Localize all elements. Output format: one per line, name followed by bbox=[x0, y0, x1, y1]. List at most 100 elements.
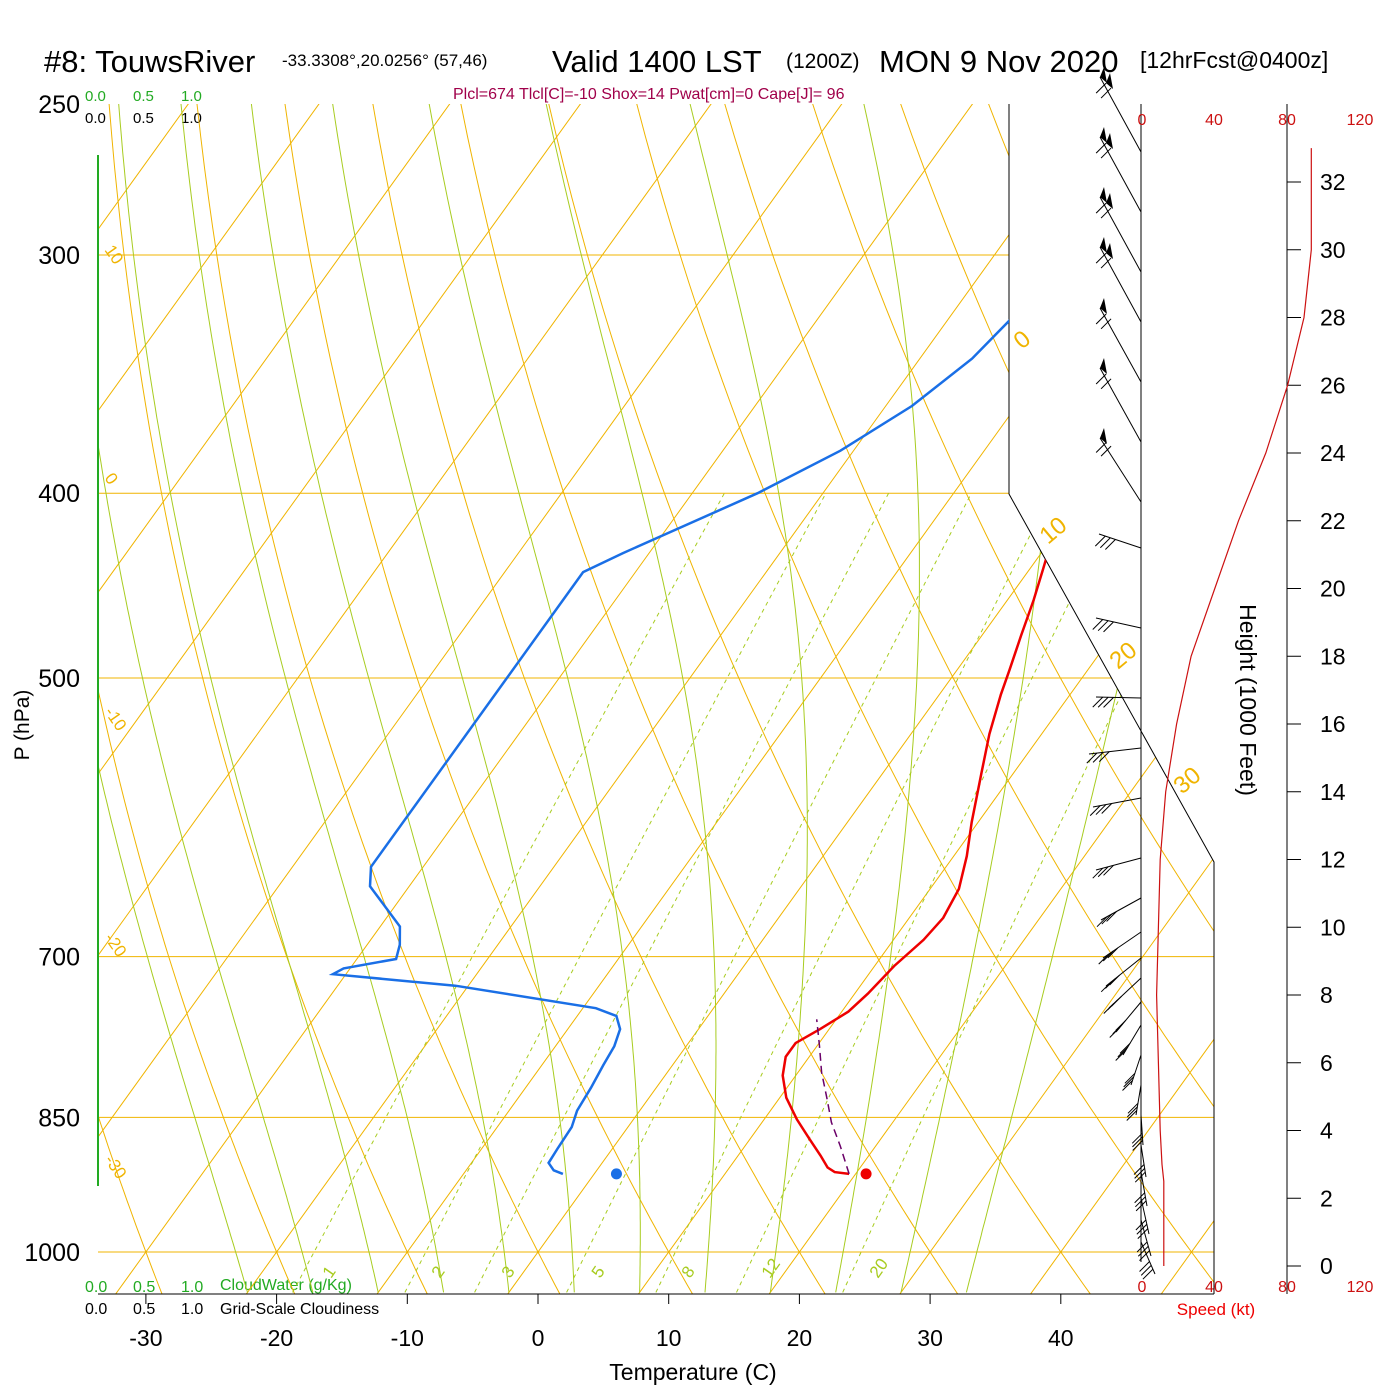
height-label: 0 bbox=[1320, 1253, 1333, 1279]
isotherm-line bbox=[98, 104, 475, 1294]
speed-label-bottom: 120 bbox=[1347, 1279, 1374, 1296]
valid-date: MON 9 Nov 2020 bbox=[879, 44, 1119, 79]
moist-adiabat bbox=[178, 104, 445, 1293]
cloud-water-label: CloudWater (g/Kg) bbox=[220, 1277, 352, 1294]
mixing-ratio-label: 20 bbox=[866, 1255, 892, 1281]
moist-adiabat bbox=[900, 104, 1060, 1293]
wind-barb bbox=[1095, 857, 1142, 871]
wind-feather bbox=[1102, 950, 1114, 962]
wind-barb bbox=[1099, 307, 1142, 383]
wind-feather bbox=[1139, 1261, 1150, 1272]
isotherm-line bbox=[350, 104, 1214, 1294]
wind-feather bbox=[1106, 911, 1117, 922]
dry-adiabat bbox=[1149, 104, 1214, 1294]
dry-adiabat bbox=[627, 104, 1214, 1294]
isotherm-line bbox=[98, 104, 606, 1294]
x-tick-label: -10 bbox=[391, 1325, 424, 1351]
mixing-ratio-label: 8 bbox=[678, 1263, 699, 1282]
isotherm-line bbox=[742, 104, 1214, 1294]
wind-barbs bbox=[1086, 67, 1156, 1280]
wind-feather bbox=[1095, 142, 1107, 154]
pressure-label: 250 bbox=[38, 91, 80, 119]
wind-pennant bbox=[1106, 133, 1113, 149]
moist-adiabat bbox=[685, 104, 808, 1293]
wind-feather bbox=[1089, 805, 1101, 817]
wind-pennant bbox=[1100, 127, 1107, 143]
wind-feather bbox=[1115, 1019, 1127, 1031]
wind-feather bbox=[1117, 1046, 1129, 1058]
wind-barb bbox=[1140, 1144, 1147, 1178]
x-tick-label: -30 bbox=[129, 1325, 162, 1351]
wind-feather bbox=[1103, 621, 1114, 633]
wind-feather bbox=[1097, 696, 1109, 708]
wind-feather bbox=[1115, 1050, 1127, 1061]
dry-adiabat bbox=[801, 104, 1214, 1294]
speed-label-bottom: 0 bbox=[1138, 1279, 1147, 1296]
height-label: 32 bbox=[1320, 169, 1346, 195]
wind-feather bbox=[1105, 539, 1116, 550]
height-label: 18 bbox=[1320, 643, 1346, 669]
height-label: 16 bbox=[1320, 711, 1346, 737]
wind-barb bbox=[1140, 1219, 1152, 1257]
wind-barb bbox=[1095, 696, 1142, 699]
mixing-ratio-line bbox=[292, 492, 725, 1293]
wind-feather bbox=[1095, 313, 1107, 325]
wind-feather bbox=[1097, 620, 1109, 632]
isotherm-line bbox=[872, 104, 1214, 1294]
pressure-label: 300 bbox=[38, 242, 80, 270]
dry-adiabat bbox=[193, 104, 581, 1294]
station-title: #8: TouwsRiver bbox=[44, 44, 255, 79]
sounding-indices: Plcl=674 Tlcl[C]=-10 Shox=14 Pwat[cm]=0 … bbox=[453, 86, 845, 103]
wind-feather bbox=[1086, 752, 1098, 764]
cloud-bottom-green-2: 1.0 bbox=[181, 1279, 203, 1296]
mixing-ratio-line bbox=[474, 492, 890, 1293]
height-label: 14 bbox=[1320, 779, 1346, 805]
wind-feather bbox=[1100, 318, 1112, 330]
dry-adiabat bbox=[540, 104, 1118, 1294]
cloudiness-label: Grid-Scale Cloudiness bbox=[220, 1301, 379, 1318]
height-label: 20 bbox=[1320, 576, 1346, 602]
wind-barb bbox=[1100, 897, 1142, 921]
moist-adiabat bbox=[835, 104, 920, 1293]
x-tick-label: 40 bbox=[1048, 1325, 1074, 1351]
wind-feather bbox=[1134, 1168, 1146, 1179]
speed-label-bottom: 40 bbox=[1205, 1279, 1223, 1296]
wind-feather bbox=[1132, 1136, 1143, 1148]
height-label: 6 bbox=[1320, 1050, 1333, 1076]
wind-feather bbox=[1092, 752, 1104, 763]
height-label: 10 bbox=[1320, 914, 1346, 940]
thermo-grid bbox=[98, 104, 1214, 1294]
wind-barb bbox=[1099, 437, 1142, 503]
wind-feather bbox=[1099, 537, 1111, 549]
height-label: 28 bbox=[1320, 305, 1346, 331]
wind-pennant bbox=[1100, 358, 1107, 374]
wind-barb bbox=[1092, 797, 1142, 808]
wind-pennant bbox=[1106, 73, 1113, 89]
cloud-top-black-2: 1.0 bbox=[181, 110, 202, 127]
speed-label-bottom: 80 bbox=[1278, 1279, 1296, 1296]
wind-feather bbox=[1092, 619, 1104, 630]
wind-pennant bbox=[1106, 243, 1113, 259]
parcel-trace bbox=[815, 1019, 850, 1175]
theta-label: 20 bbox=[1105, 637, 1143, 675]
cloud-top-green-0: 0.0 bbox=[85, 88, 106, 105]
wind-pennant bbox=[1106, 193, 1113, 209]
wind-barb bbox=[1099, 246, 1142, 323]
wind-feather bbox=[1095, 252, 1107, 264]
wind-barb bbox=[1088, 747, 1142, 755]
wind-barb bbox=[1140, 1197, 1150, 1235]
wind-feather bbox=[1096, 916, 1108, 928]
x-axis-title: Temperature (C) bbox=[609, 1359, 776, 1385]
dry-adiabat bbox=[98, 104, 178, 1294]
wind-feather bbox=[1123, 1076, 1135, 1088]
theta-label: 0 bbox=[1009, 325, 1037, 354]
wind-feather bbox=[1134, 1192, 1146, 1204]
wind-feather bbox=[1132, 1140, 1144, 1151]
moist-adiabat bbox=[117, 104, 379, 1293]
wind-feather bbox=[1097, 866, 1109, 878]
theta-label: 10 bbox=[1035, 512, 1073, 550]
height-label: 4 bbox=[1320, 1118, 1333, 1144]
wind-barb bbox=[1140, 1114, 1144, 1146]
wind-feather bbox=[1101, 913, 1113, 925]
pressure-label: 400 bbox=[38, 480, 80, 508]
